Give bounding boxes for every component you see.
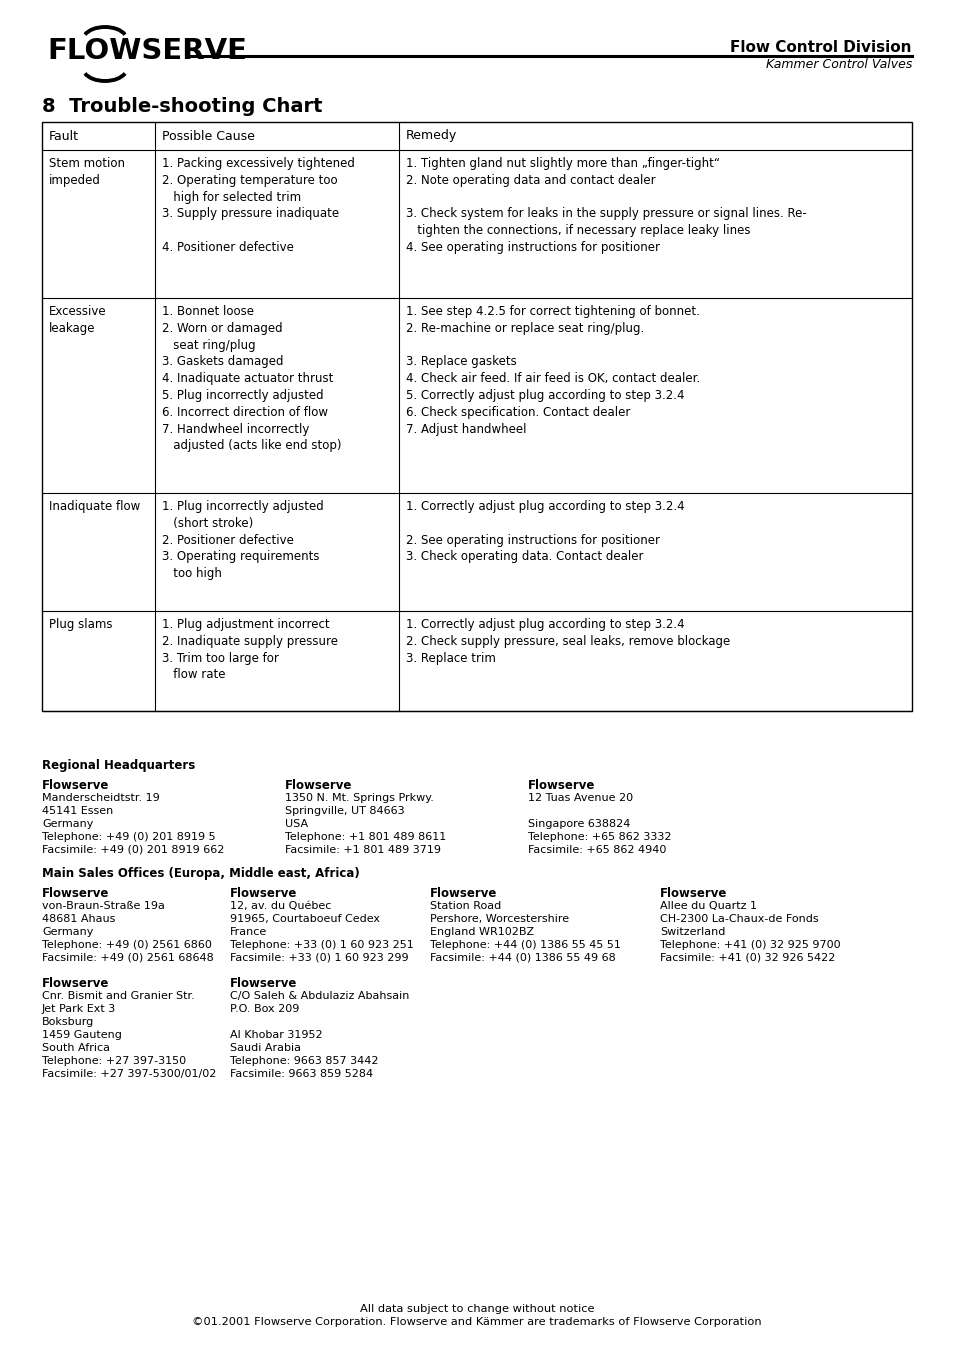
Text: 1. Plug adjustment incorrect
2. Inadiquate supply pressure
3. Trim too large for: 1. Plug adjustment incorrect 2. Inadiqua… [162, 618, 337, 682]
Text: Facsimile: 9663 859 5284: Facsimile: 9663 859 5284 [230, 1069, 373, 1079]
Text: Main Sales Offices (Europa, Middle east, Africa): Main Sales Offices (Europa, Middle east,… [42, 867, 359, 880]
Text: Flowserve: Flowserve [527, 779, 595, 792]
Text: Flowserve: Flowserve [230, 977, 297, 990]
Text: Facsimile: +65 862 4940: Facsimile: +65 862 4940 [527, 845, 666, 855]
Text: 1. See step 4.2.5 for correct tightening of bonnet.
2. Re-machine or replace sea: 1. See step 4.2.5 for correct tightening… [405, 305, 700, 436]
Text: Flowserve: Flowserve [42, 887, 110, 900]
Text: Saudi Arabia: Saudi Arabia [230, 1044, 301, 1053]
Text: Flowserve: Flowserve [230, 887, 297, 900]
Text: Stem motion
impeded: Stem motion impeded [49, 157, 125, 186]
Text: Telephone: +44 (0) 1386 55 45 51: Telephone: +44 (0) 1386 55 45 51 [430, 940, 620, 950]
Text: Telephone: +65 862 3332: Telephone: +65 862 3332 [527, 832, 671, 842]
Text: Boksburg: Boksburg [42, 1017, 94, 1027]
Text: Telephone: +49 (0) 2561 6860: Telephone: +49 (0) 2561 6860 [42, 940, 212, 950]
Text: Singapore 638824: Singapore 638824 [527, 819, 630, 829]
Text: CH-2300 La-Chaux-de Fonds: CH-2300 La-Chaux-de Fonds [659, 914, 818, 923]
Text: Inadiquate flow: Inadiquate flow [49, 500, 140, 513]
Text: 91965, Courtaboeuf Cedex: 91965, Courtaboeuf Cedex [230, 914, 379, 923]
Text: Plug slams: Plug slams [49, 618, 112, 630]
Bar [42, 122, 911, 711]
Text: Switzerland: Switzerland [659, 927, 724, 937]
Text: South Africa: South Africa [42, 1044, 110, 1053]
Text: Station Road: Station Road [430, 900, 500, 911]
Text: Excessive
leakage: Excessive leakage [49, 305, 107, 335]
Text: Possible Cause: Possible Cause [162, 130, 254, 143]
Text: France: France [230, 927, 267, 937]
Text: 45141 Essen: 45141 Essen [42, 806, 113, 815]
Text: ©01.2001 Flowserve Corporation. Flowserve and Kämmer are trademarks of Flowserve: ©01.2001 Flowserve Corporation. Flowserv… [192, 1318, 761, 1327]
Text: 1. Plug incorrectly adjusted
   (short stroke)
2. Positioner defective
3. Operat: 1. Plug incorrectly adjusted (short stro… [162, 500, 323, 580]
Text: Flowserve: Flowserve [42, 977, 110, 990]
Text: 1350 N. Mt. Springs Prkwy.: 1350 N. Mt. Springs Prkwy. [285, 792, 434, 803]
Text: Springville, UT 84663: Springville, UT 84663 [285, 806, 404, 815]
Text: Jet Park Ext 3: Jet Park Ext 3 [42, 1004, 116, 1014]
Text: Facsimile: +1 801 489 3719: Facsimile: +1 801 489 3719 [285, 845, 440, 855]
Text: Telephone: +41 (0) 32 925 9700: Telephone: +41 (0) 32 925 9700 [659, 940, 840, 950]
Text: FLOWSERVE: FLOWSERVE [47, 36, 247, 65]
Text: Telephone: +33 (0) 1 60 923 251: Telephone: +33 (0) 1 60 923 251 [230, 940, 414, 950]
Text: Facsimile: +49 (0) 201 8919 662: Facsimile: +49 (0) 201 8919 662 [42, 845, 224, 855]
Text: Facsimile: +49 (0) 2561 68648: Facsimile: +49 (0) 2561 68648 [42, 953, 213, 963]
Text: 48681 Ahaus: 48681 Ahaus [42, 914, 115, 923]
Text: P.O. Box 209: P.O. Box 209 [230, 1004, 299, 1014]
Text: Telephone: +27 397-3150: Telephone: +27 397-3150 [42, 1056, 186, 1066]
Text: Fault: Fault [49, 130, 79, 143]
Text: Flow Control Division: Flow Control Division [730, 40, 911, 55]
Text: Remedy: Remedy [405, 130, 456, 143]
Text: 1. Bonnet loose
2. Worn or damaged
   seat ring/plug
3. Gaskets damaged
4. Inadi: 1. Bonnet loose 2. Worn or damaged seat … [162, 305, 341, 452]
Text: 1. Packing excessively tightened
2. Operating temperature too
   high for select: 1. Packing excessively tightened 2. Oper… [162, 157, 355, 254]
Text: Pershore, Worcestershire: Pershore, Worcestershire [430, 914, 569, 923]
Text: von-Braun-Straße 19a: von-Braun-Straße 19a [42, 900, 165, 911]
Text: Manderscheidtstr. 19: Manderscheidtstr. 19 [42, 792, 159, 803]
Text: Al Khobar 31952: Al Khobar 31952 [230, 1030, 322, 1040]
Text: Flowserve: Flowserve [659, 887, 726, 900]
Text: 12 Tuas Avenue 20: 12 Tuas Avenue 20 [527, 792, 633, 803]
Text: Facsimile: +44 (0) 1386 55 49 68: Facsimile: +44 (0) 1386 55 49 68 [430, 953, 615, 963]
Text: Telephone: +1 801 489 8611: Telephone: +1 801 489 8611 [285, 832, 446, 842]
Text: Germany: Germany [42, 927, 93, 937]
Text: Kammer Control Valves: Kammer Control Valves [765, 58, 911, 72]
Text: England WR102BZ: England WR102BZ [430, 927, 534, 937]
Text: Facsimile: +27 397-5300/01/02: Facsimile: +27 397-5300/01/02 [42, 1069, 216, 1079]
Text: 8  Trouble-shooting Chart: 8 Trouble-shooting Chart [42, 97, 322, 116]
Text: USA: USA [285, 819, 308, 829]
Text: Allee du Quartz 1: Allee du Quartz 1 [659, 900, 757, 911]
Text: 1. Correctly adjust plug according to step 3.2.4
2. Check supply pressure, seal : 1. Correctly adjust plug according to st… [405, 618, 729, 664]
Text: Flowserve: Flowserve [430, 887, 497, 900]
Text: 1. Correctly adjust plug according to step 3.2.4

2. See operating instructions : 1. Correctly adjust plug according to st… [405, 500, 683, 563]
Text: Facsimile: +41 (0) 32 926 5422: Facsimile: +41 (0) 32 926 5422 [659, 953, 835, 963]
Text: Germany: Germany [42, 819, 93, 829]
Text: Flowserve: Flowserve [285, 779, 352, 792]
Text: Flowserve: Flowserve [42, 779, 110, 792]
Text: 12, av. du Québec: 12, av. du Québec [230, 900, 331, 911]
Text: C/O Saleh & Abdulaziz Abahsain: C/O Saleh & Abdulaziz Abahsain [230, 991, 409, 1000]
Text: Cnr. Bismit and Granier Str.: Cnr. Bismit and Granier Str. [42, 991, 194, 1000]
Text: 1459 Gauteng: 1459 Gauteng [42, 1030, 122, 1040]
Text: Facsimile: +33 (0) 1 60 923 299: Facsimile: +33 (0) 1 60 923 299 [230, 953, 408, 963]
Text: Regional Headquarters: Regional Headquarters [42, 759, 195, 772]
Text: 1. Tighten gland nut slightly more than „finger-tight“
2. Note operating data an: 1. Tighten gland nut slightly more than … [405, 157, 805, 254]
Text: Telephone: 9663 857 3442: Telephone: 9663 857 3442 [230, 1056, 378, 1066]
Text: All data subject to change without notice: All data subject to change without notic… [359, 1304, 594, 1314]
Text: Telephone: +49 (0) 201 8919 5: Telephone: +49 (0) 201 8919 5 [42, 832, 215, 842]
